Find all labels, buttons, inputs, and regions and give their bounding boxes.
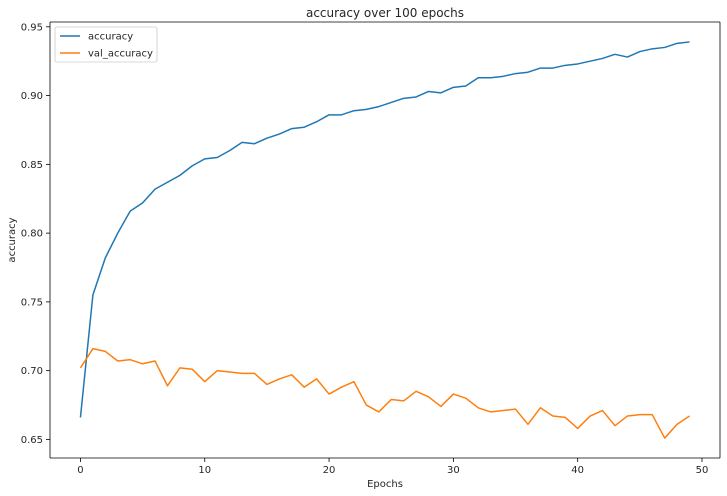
legend: accuracy val_accuracy: [54, 26, 158, 63]
y-tick-label: 0.85: [21, 160, 43, 171]
y-tick-label: 0.65: [21, 435, 43, 446]
y-axis-label: accuracy: [7, 217, 18, 262]
legend-box: [54, 26, 158, 63]
x-tick-label: 0: [77, 465, 83, 476]
x-tick-label: 20: [323, 465, 336, 476]
x-tick-label: 40: [571, 465, 584, 476]
y-tick-label: 0.90: [21, 91, 43, 102]
ticks-layer: 0 10 20 30 40 50 0.65 0.70 0.75 0.80 0.85 0.90 0.95: [21, 22, 709, 476]
x-tick-label: 50: [696, 465, 709, 476]
chart-title: accuracy over 100 epochs: [306, 6, 464, 20]
x-tick-label: 10: [198, 465, 211, 476]
plot-area: [50, 22, 720, 458]
y-tick-label: 0.75: [21, 297, 43, 308]
x-tick-label: 30: [447, 465, 460, 476]
y-tick-label: 0.80: [21, 229, 43, 240]
series-line-accuracy: [79, 41, 690, 418]
series-layer: [79, 41, 690, 439]
axes-layer: [49, 21, 721, 459]
x-axis-label: Epochs: [367, 479, 403, 490]
legend-label-accuracy: accuracy: [88, 32, 133, 43]
series-line-val-accuracy: [79, 347, 690, 439]
legend-label-val-accuracy: val_accuracy: [88, 49, 153, 60]
y-tick-label: 0.95: [21, 22, 43, 33]
y-tick-label: 0.70: [21, 366, 43, 377]
